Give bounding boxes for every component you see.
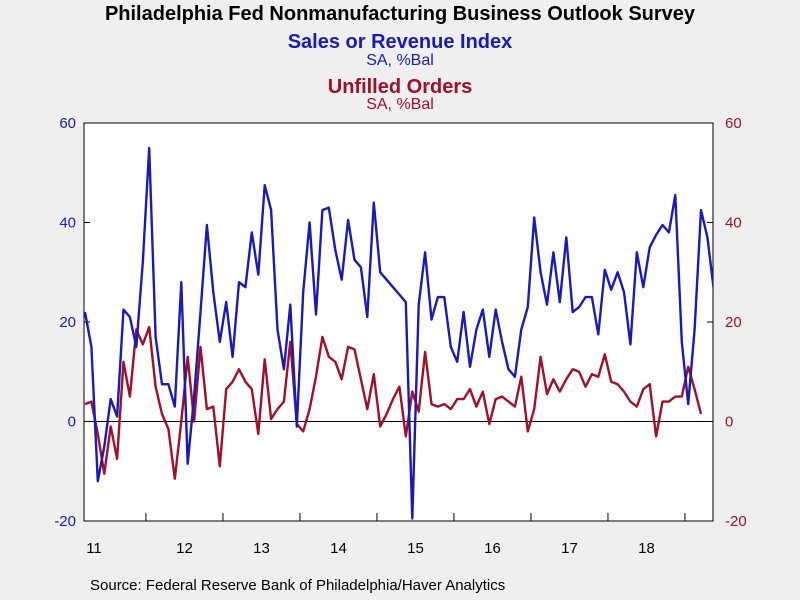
left-tick-label: 0 xyxy=(68,414,76,431)
x-tick-label: 18 xyxy=(638,540,655,557)
left-tick-label: 40 xyxy=(59,215,76,232)
right-tick-label: 20 xyxy=(725,314,742,331)
source-note: Source: Federal Reserve Bank of Philadel… xyxy=(90,577,506,594)
x-tick-label: 15 xyxy=(407,540,424,557)
series1-title: Sales or Revenue Index xyxy=(287,31,513,53)
chart-title: Philadelphia Fed Nonmanufacturing Busine… xyxy=(104,3,696,25)
left-tick-label: -20 xyxy=(54,513,76,530)
series-sales-revenue-line xyxy=(84,146,713,520)
right-tick-label: 0 xyxy=(725,414,733,431)
left-tick-label: 60 xyxy=(59,115,76,132)
left-tick-label: 20 xyxy=(59,314,76,331)
x-tick-label: 17 xyxy=(561,540,578,557)
series1-unit: SA, %Bal xyxy=(366,52,434,69)
x-tick-label: 11 xyxy=(86,540,102,557)
series2-title: Unfilled Orders xyxy=(327,76,473,98)
series-unfilled-orders-line xyxy=(84,325,703,480)
series2-unit: SA, %Bal xyxy=(366,96,434,113)
x-tick-label: 14 xyxy=(330,540,347,557)
x-tick-label: 16 xyxy=(484,540,501,557)
right-tick-label: 60 xyxy=(725,115,742,132)
x-tick-label: 13 xyxy=(253,540,270,557)
right-tick-label: -20 xyxy=(725,513,747,530)
right-tick-label: 40 xyxy=(725,215,742,232)
x-tick-label: 12 xyxy=(176,540,193,557)
